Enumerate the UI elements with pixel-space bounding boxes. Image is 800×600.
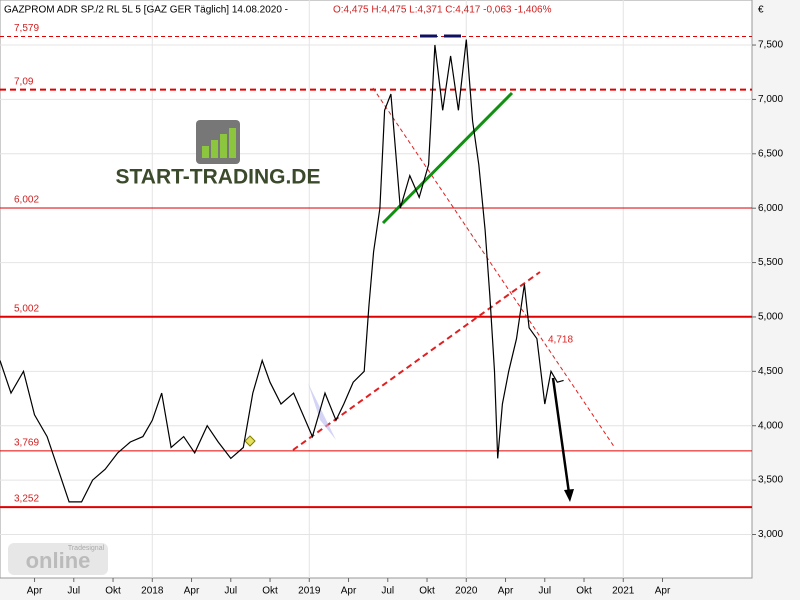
arrow (551, 377, 571, 494)
x-tick-label: Jul (538, 586, 551, 597)
y-tick-label: 4,000 (758, 420, 783, 431)
plot-area (0, 0, 753, 579)
x-tick-label: Okt (576, 586, 592, 597)
logo-bar (211, 140, 218, 158)
x-tick-label: 2020 (455, 586, 478, 597)
watermark-text: online (26, 548, 91, 573)
x-tick-label: Jul (224, 586, 237, 597)
level-label: 3,252 (14, 494, 39, 505)
x-tick-label: Jul (67, 586, 80, 597)
logo-bar (202, 146, 209, 158)
watermark: online Tradesignal (8, 543, 108, 575)
trend-line (292, 271, 541, 451)
y-tick-label: 3,000 (758, 529, 783, 540)
x-tick-label: Apr (184, 586, 200, 597)
marker (244, 435, 256, 447)
arrow-head (564, 489, 574, 502)
level-label: 3,769 (14, 437, 39, 448)
logo-text: START-TRADING.DE (116, 166, 321, 189)
x-tick-label: 2018 (141, 586, 164, 597)
y-tick-label: 5,000 (758, 312, 783, 323)
pattern-area (308, 383, 336, 440)
x-tick-label: Apr (27, 586, 43, 597)
chart-subtitle: O:4,475 H:4,475 L:4,371 C:4,417 -0,063 -… (333, 5, 552, 16)
level-label: 7,09 (14, 76, 34, 87)
y-tick-label: 6,000 (758, 203, 783, 214)
y-axis-label: € (758, 5, 764, 16)
y-tick-label: 7,000 (758, 94, 783, 105)
trend-line (381, 91, 514, 225)
x-tick-label: Okt (419, 586, 435, 597)
level-label: 7,579 (14, 23, 39, 34)
logo-bar (229, 128, 236, 158)
y-tick-label: 4,500 (758, 366, 783, 377)
levels: 7,579 7,09 6,002 5,002 3,769 3,252 (0, 23, 752, 509)
x-tick-label: 2021 (612, 586, 635, 597)
watermark-brand: Tradesignal (68, 545, 105, 552)
chart-title: GAZPROM ADR SP./2 RL 5L 5 [GAZ GER Tägli… (4, 5, 288, 16)
x-tick-label: Apr (498, 586, 514, 597)
grid (0, 0, 752, 578)
x-tick-label: 2019 (298, 586, 321, 597)
level-label: 5,002 (14, 303, 39, 314)
x-tick-label: Apr (655, 586, 671, 597)
y-tick-label: 6,500 (758, 148, 783, 159)
watermark-box (8, 543, 108, 575)
price-line (0, 39, 564, 503)
y-tick-label: 7,500 (758, 40, 783, 51)
logo: START-TRADING.DE (116, 120, 321, 189)
y-tick-label: 5,500 (758, 257, 783, 268)
x-tick-label: Okt (262, 586, 278, 597)
marks (0, 39, 564, 503)
level-label: 6,002 (14, 195, 39, 206)
x-tick-label: Okt (105, 586, 121, 597)
trend-line (372, 87, 616, 449)
x-tick-label: Apr (341, 586, 357, 597)
y-tick-label: 3,500 (758, 475, 783, 486)
x-tick-label: Jul (381, 586, 394, 597)
logo-bar (220, 134, 227, 158)
trendlines (244, 34, 616, 502)
annotation: 4,718 (548, 335, 573, 346)
